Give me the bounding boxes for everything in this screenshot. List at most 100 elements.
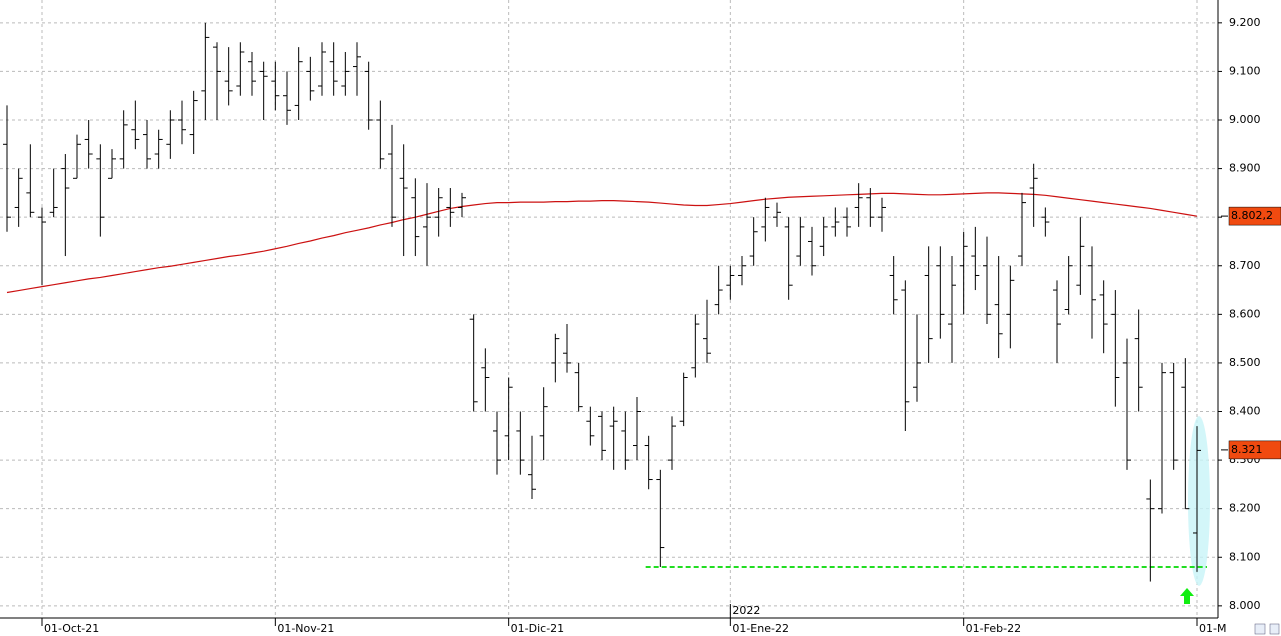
y-tick-label: 8.000 [1229, 599, 1261, 612]
x-tick-label: 01-M [1199, 622, 1226, 635]
ohlc-bar [1193, 426, 1201, 572]
ohlc-bar [504, 377, 513, 461]
ohlc-bar [679, 372, 688, 427]
icon[interactable] [1254, 623, 1266, 635]
year-label: 2022 [732, 604, 760, 617]
x-tick-label: 01-Feb-22 [966, 622, 1021, 635]
y-tick-label: 9.200 [1229, 16, 1261, 29]
ohlc-bar [1053, 280, 1061, 363]
ohlc-bar [749, 217, 758, 266]
ohlc-bar [644, 435, 653, 490]
ohlc-bar [143, 120, 151, 169]
icon[interactable] [1269, 623, 1280, 635]
ohlc-bar [551, 333, 560, 383]
ohlc-bar [353, 42, 361, 96]
ohlc-bar [621, 411, 630, 470]
ohlc-bar [1006, 265, 1015, 349]
y-tick-label: 8.700 [1229, 259, 1261, 272]
toolbar-icons[interactable] [1254, 623, 1280, 635]
ohlc-bar [259, 61, 268, 121]
ohlc-bar [178, 100, 186, 145]
ohlc-bar [936, 246, 945, 339]
ohlc-bar [294, 47, 303, 121]
ohlc-bar [773, 202, 781, 227]
ohlc-bar [1169, 362, 1178, 470]
ohlc-bar [609, 406, 618, 470]
ohlc-bar [458, 192, 466, 218]
ohlc-bar [819, 217, 828, 257]
ohlc-bar [166, 110, 175, 159]
ohlc-bar [1158, 362, 1166, 514]
ohlc-bar [341, 51, 350, 96]
ohlc-bar [423, 183, 431, 266]
y-tick-label: 8.600 [1229, 307, 1261, 320]
ohlc-bar [1018, 192, 1026, 266]
y-tick-label: 8.400 [1229, 405, 1261, 418]
ohlc-bar [889, 256, 898, 315]
ohlc-bar [586, 406, 595, 446]
ohlc-bar [493, 411, 501, 475]
y-tick-label: 8.200 [1229, 502, 1261, 515]
ohlc-bar [201, 22, 210, 121]
y-tick-label: 9.000 [1229, 113, 1261, 126]
ohlc-bar [668, 416, 676, 470]
y-tick-label: 8.900 [1229, 162, 1261, 175]
ohlc-bar [983, 236, 991, 325]
ohlc-bar [539, 387, 548, 461]
ohlc-bar [388, 124, 396, 227]
ohlc-bar [131, 100, 140, 150]
x-tick-label: 01-Oct-21 [44, 622, 99, 635]
ohlc-bar [959, 231, 968, 315]
ohlc-bar [318, 42, 326, 96]
ohlc-bar [633, 396, 641, 461]
ohlc-bar [714, 265, 723, 315]
ohlc-bar [364, 61, 373, 130]
ohlc-bar [73, 134, 81, 179]
ohlc-bar [49, 168, 58, 218]
ohlc-bar [3, 105, 11, 232]
ohlc-bar [1099, 280, 1108, 354]
ohlc-bar [38, 207, 46, 286]
ohlc-bar [154, 129, 163, 169]
ohlc-bar [854, 183, 863, 227]
ohlc-bar [761, 197, 770, 242]
moving-average [6, 192, 1198, 294]
ohlc-bar [189, 90, 198, 155]
ohlc-bar [913, 314, 921, 402]
ohlc-bar [1029, 163, 1038, 227]
ohlc-bar [1111, 290, 1120, 407]
ohlc-bar [481, 348, 490, 412]
ohlc-bar [866, 188, 875, 227]
ohlc-bar [1041, 207, 1050, 237]
ohlc-bar [703, 299, 711, 363]
x-tick-label: 01-Dic-21 [511, 622, 565, 635]
x-tick-label: 01-Nov-21 [277, 622, 334, 635]
ohlc-bar [376, 100, 385, 169]
highlight [1188, 416, 1210, 586]
signal-arrow [1180, 588, 1194, 604]
ohlc-bar [399, 144, 408, 257]
ohlc-bar [948, 256, 956, 363]
ohlc-bar [796, 217, 805, 266]
ohlc-bar [563, 324, 571, 373]
price-label: 8.321 [1231, 443, 1263, 456]
ohlc-bar [271, 61, 280, 111]
ohlc-bar [236, 42, 245, 96]
price-label: 8.802,2 [1231, 209, 1273, 222]
ohlc-bar [108, 149, 116, 179]
ohlc-bar [224, 47, 233, 106]
ohlc-bar [574, 362, 583, 412]
ohlc-bar [306, 56, 315, 101]
ohlc-bar [213, 42, 221, 121]
ohlc-bar [1088, 246, 1096, 339]
ohlc-bar [411, 178, 420, 257]
ohlc-bar [248, 51, 256, 96]
ohlc-bar [446, 188, 455, 227]
ohlc-bar [516, 411, 525, 475]
ohlc-bar [878, 197, 886, 232]
ohlc-bar [84, 120, 93, 169]
ohlc-bar [1181, 358, 1190, 510]
ohlc-bar [738, 256, 746, 286]
ohlc-bar [1064, 256, 1073, 315]
